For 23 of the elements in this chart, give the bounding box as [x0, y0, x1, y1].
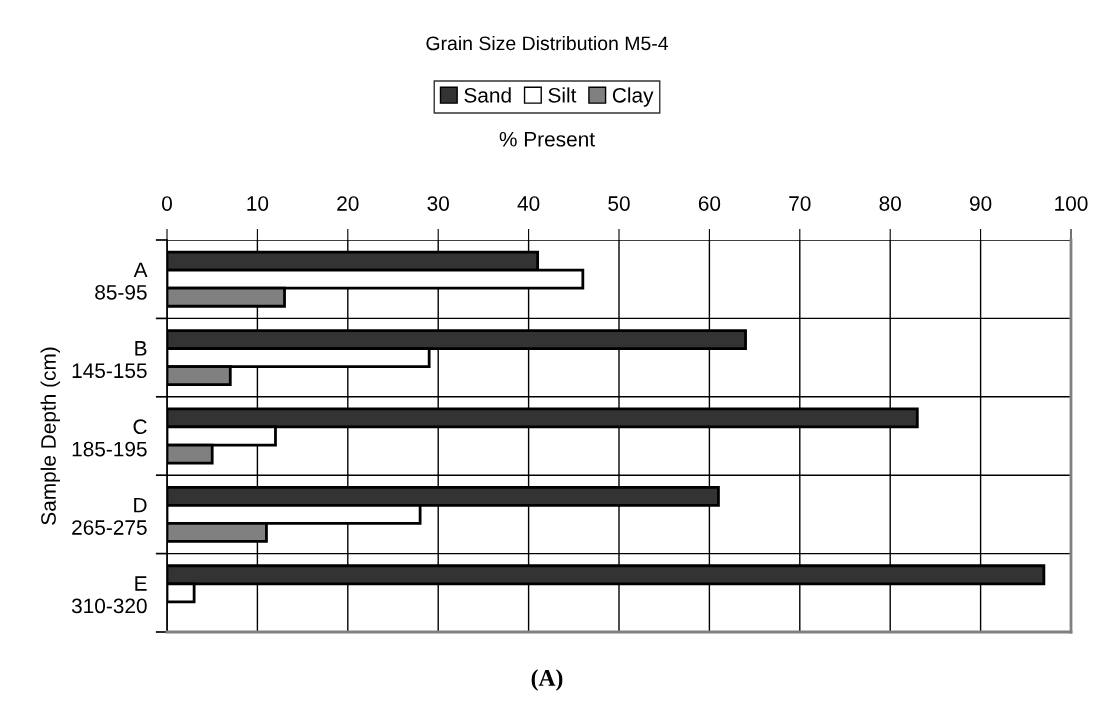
- x-tick-label: 90: [969, 196, 992, 211]
- x-tick-label: 60: [698, 196, 721, 211]
- legend-label: Silt: [548, 87, 577, 103]
- x-tick-label: 20: [337, 196, 359, 211]
- legend-label: Clay: [612, 87, 654, 107]
- legend-label: Sand: [464, 87, 511, 103]
- x-tick-label: 50: [608, 196, 630, 211]
- text: (A): [531, 669, 563, 691]
- x-axis-title: % Present: [499, 131, 595, 147]
- x-tick-label: 10: [247, 196, 269, 211]
- x-tick-label: 100: [1055, 196, 1088, 211]
- y-tick-label: A 85-95: [95, 262, 148, 300]
- x-tick-label: 80: [879, 196, 901, 211]
- x-tick-label: 30: [427, 196, 449, 211]
- x-tick-label: 40: [517, 196, 540, 211]
- chart-title: Grain Size Distribution M5-4: [426, 35, 669, 51]
- y-axis-title: Sample Depth (cm): [40, 347, 60, 525]
- y-tick-label: B 145-155: [72, 341, 147, 379]
- y-tick-label: C 185-195: [72, 419, 147, 457]
- y-tick-label: D 265-275: [72, 497, 147, 535]
- x-tick-label: 0: [162, 196, 172, 211]
- y-tick-label: E 310-320: [71, 576, 147, 614]
- x-tick-label: 70: [789, 196, 811, 211]
